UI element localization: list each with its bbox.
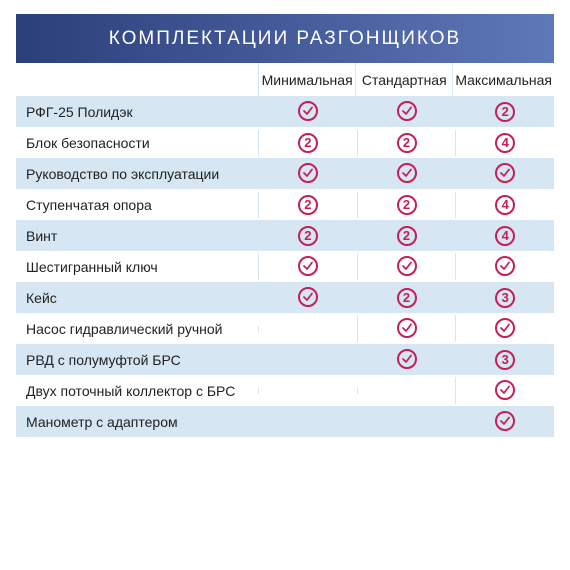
value-cell: [258, 357, 357, 363]
value-cell: 4: [455, 192, 554, 218]
table-row: Ступенчатая опора 2 2 4: [16, 189, 554, 220]
row-label: Винт: [16, 221, 258, 251]
checkmark-icon: [298, 101, 318, 121]
value-cell: [357, 346, 456, 373]
quantity-badge: 2: [397, 195, 417, 215]
value-cell: [455, 377, 554, 404]
column-header: Стандартная: [355, 63, 452, 96]
checkmark-icon: [397, 163, 417, 183]
value-cell: 2: [455, 99, 554, 125]
value-cell: 2: [258, 223, 357, 249]
value-cell: [455, 253, 554, 280]
value-cell: [455, 315, 554, 342]
checkmark-icon: [397, 318, 417, 338]
value-cell: 3: [455, 285, 554, 311]
table-row: Двух поточный коллектор с БРС: [16, 375, 554, 406]
value-cell: 2: [357, 192, 456, 218]
checkmark-icon: [495, 318, 515, 338]
row-label: Руководство по эксплуатации: [16, 159, 258, 189]
value-cell: 2: [258, 192, 357, 218]
row-label: РВД с полумуфтой БРС: [16, 345, 258, 375]
column-header-spacer: [16, 63, 258, 96]
checkmark-icon: [495, 411, 515, 431]
row-label: Кейс: [16, 283, 258, 313]
table-row: Шестигранный ключ: [16, 251, 554, 282]
value-cell: [357, 315, 456, 342]
table-row: Винт 2 2 4: [16, 220, 554, 251]
value-cell: [258, 284, 357, 311]
value-cell: 2: [357, 223, 456, 249]
table-row: Насос гидравлический ручной: [16, 313, 554, 344]
quantity-badge: 2: [298, 133, 318, 153]
checkmark-icon: [495, 380, 515, 400]
value-cell: [258, 326, 357, 332]
column-header: Максимальная: [452, 63, 554, 96]
checkmark-icon: [495, 256, 515, 276]
checkmark-icon: [397, 101, 417, 121]
checkmark-icon: [397, 349, 417, 369]
quantity-badge: 2: [298, 226, 318, 246]
quantity-badge: 4: [495, 226, 515, 246]
quantity-badge: 2: [298, 195, 318, 215]
comparison-table-container: КОМПЛЕКТАЦИИ РАЗГОНЩИКОВ Минимальная Ста…: [0, 0, 570, 570]
value-cell: 2: [258, 130, 357, 156]
table-row: РВД с полумуфтой БРС 3: [16, 344, 554, 375]
quantity-badge: 2: [495, 102, 515, 122]
value-cell: 2: [357, 285, 456, 311]
quantity-badge: 4: [495, 195, 515, 215]
row-label: Двух поточный коллектор с БРС: [16, 376, 258, 406]
row-label: Ступенчатая опора: [16, 190, 258, 220]
value-cell: [357, 160, 456, 187]
value-cell: [357, 98, 456, 125]
quantity-badge: 2: [397, 226, 417, 246]
value-cell: [455, 160, 554, 187]
value-cell: [258, 419, 357, 425]
value-cell: [455, 408, 554, 435]
checkmark-icon: [495, 163, 515, 183]
row-label: Насос гидравлический ручной: [16, 314, 258, 344]
value-cell: 4: [455, 223, 554, 249]
value-cell: [357, 253, 456, 280]
value-cell: 4: [455, 130, 554, 156]
table-row: Блок безопасности 2 2 4: [16, 127, 554, 158]
quantity-badge: 3: [495, 288, 515, 308]
value-cell: [357, 419, 456, 425]
checkmark-icon: [298, 163, 318, 183]
row-label: Шестигранный ключ: [16, 252, 258, 282]
quantity-badge: 2: [397, 133, 417, 153]
table-title: КОМПЛЕКТАЦИИ РАЗГОНЩИКОВ: [16, 14, 554, 63]
value-cell: [357, 388, 456, 394]
row-label: Блок безопасности: [16, 128, 258, 158]
table-row: Манометр с адаптером: [16, 406, 554, 437]
column-header: Минимальная: [258, 63, 355, 96]
quantity-badge: 4: [495, 133, 515, 153]
checkmark-icon: [298, 256, 318, 276]
table-row: Кейс 2 3: [16, 282, 554, 313]
checkmark-icon: [298, 287, 318, 307]
value-cell: [258, 253, 357, 280]
value-cell: [258, 160, 357, 187]
quantity-badge: 2: [397, 288, 417, 308]
table-row: РФГ-25 Полидэк 2: [16, 96, 554, 127]
value-cell: [258, 388, 357, 394]
quantity-badge: 3: [495, 350, 515, 370]
checkmark-icon: [397, 256, 417, 276]
value-cell: 3: [455, 347, 554, 373]
value-cell: [258, 98, 357, 125]
table-body: РФГ-25 Полидэк 2 Блок безопасности 2 2 4 Руков…: [16, 96, 554, 437]
table-row: Руководство по эксплуатации: [16, 158, 554, 189]
row-label: РФГ-25 Полидэк: [16, 97, 258, 127]
column-header-row: Минимальная Стандартная Максимальная: [16, 63, 554, 96]
row-label: Манометр с адаптером: [16, 407, 258, 437]
value-cell: 2: [357, 130, 456, 156]
